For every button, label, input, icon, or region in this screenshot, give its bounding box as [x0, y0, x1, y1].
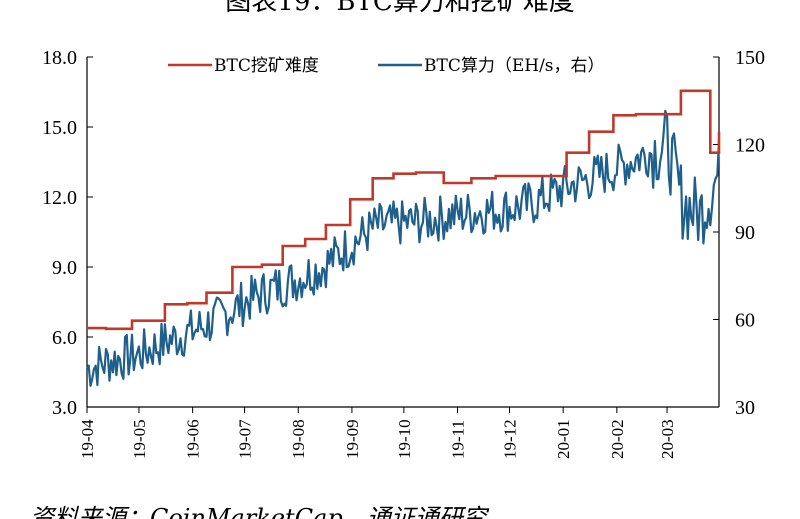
series-layer — [85, 89, 721, 387]
legend-difficulty-label: BTC挖矿难度 — [214, 56, 319, 76]
x-tick-label: 19-04 — [78, 419, 97, 459]
y-right-tick-label: 90 — [735, 222, 755, 244]
y-right-tick-label: 30 — [735, 397, 755, 419]
hashrate-line — [85, 109, 721, 387]
y-left-tick-label: 9.0 — [52, 257, 77, 279]
y-right-tick-label: 150 — [735, 47, 765, 69]
x-tick-label: 20-01 — [554, 419, 573, 459]
x-tick-label: 20-02 — [608, 419, 627, 459]
axes: 3.0 6.0 9.0 12.0 15.0 18.0 30 60 90 120 150 19-04 19… — [42, 47, 765, 459]
x-tick-label: 19-08 — [289, 419, 308, 459]
x-tick-label: 19-12 — [500, 419, 519, 459]
y-left-tick-label: 15.0 — [42, 117, 77, 139]
x-tick-label: 19-05 — [130, 419, 149, 459]
y-right-tick-label: 120 — [735, 135, 765, 157]
y-left-tick-label: 18.0 — [42, 47, 77, 69]
legend-hashrate-label: BTC算力（EH/s，右） — [424, 56, 605, 76]
source-note: 资料来源：CoinMarketCap，通证通研究 — [30, 504, 490, 519]
x-tick-label: 19-09 — [343, 419, 362, 459]
y-left-tick-label: 3.0 — [52, 397, 77, 419]
x-tick-label: 19-07 — [236, 419, 255, 459]
y-left-tick-label: 12.0 — [42, 187, 77, 209]
x-tick-label: 19-10 — [395, 419, 414, 459]
difficulty-line — [87, 89, 721, 331]
x-tick-label: 20-03 — [658, 419, 677, 459]
chart-title: 图表19：BTC算力和挖矿难度 — [225, 0, 574, 17]
x-tick-label: 19-06 — [184, 419, 203, 459]
y-right-tick-label: 60 — [735, 310, 755, 332]
x-tick-label: 19-11 — [449, 420, 468, 459]
y-left-tick-label: 6.0 — [52, 327, 77, 349]
legend: BTC挖矿难度 BTC算力（EH/s，右） — [168, 56, 605, 76]
